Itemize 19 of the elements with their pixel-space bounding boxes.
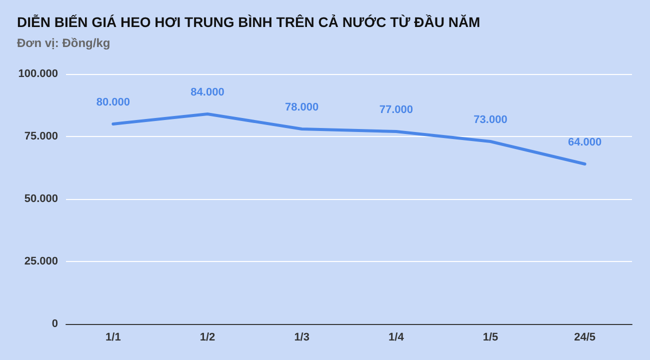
x-tick-label: 24/5 — [574, 332, 596, 344]
data-label: 64.000 — [568, 136, 602, 148]
y-tick-label: 50.000 — [24, 193, 58, 205]
y-tick-label: 25.000 — [24, 256, 58, 268]
y-tick-label: 75.000 — [24, 130, 58, 142]
x-tick-label: 1/1 — [106, 332, 121, 344]
data-label: 80.000 — [96, 96, 130, 108]
data-label: 77.000 — [379, 104, 413, 116]
x-tick-label: 1/3 — [294, 332, 310, 344]
data-label: 73.000 — [474, 114, 508, 126]
x-tick-label: 1/2 — [200, 332, 216, 344]
data-label: 84.000 — [190, 86, 224, 98]
data-label: 78.000 — [285, 102, 319, 114]
chart-title: DIỄN BIẾN GIÁ HEO HƠI TRUNG BÌNH TRÊN CẢ NƯỚC TỪ ĐẦU NĂM — [17, 14, 480, 30]
x-tick-label: 1/4 — [388, 332, 405, 344]
chart-subtitle: Đơn vị: Đồng/kg — [17, 36, 110, 50]
y-tick-label: 0 — [52, 318, 58, 330]
x-tick-label: 1/5 — [482, 332, 498, 344]
y-tick-label: 100.000 — [18, 68, 58, 80]
